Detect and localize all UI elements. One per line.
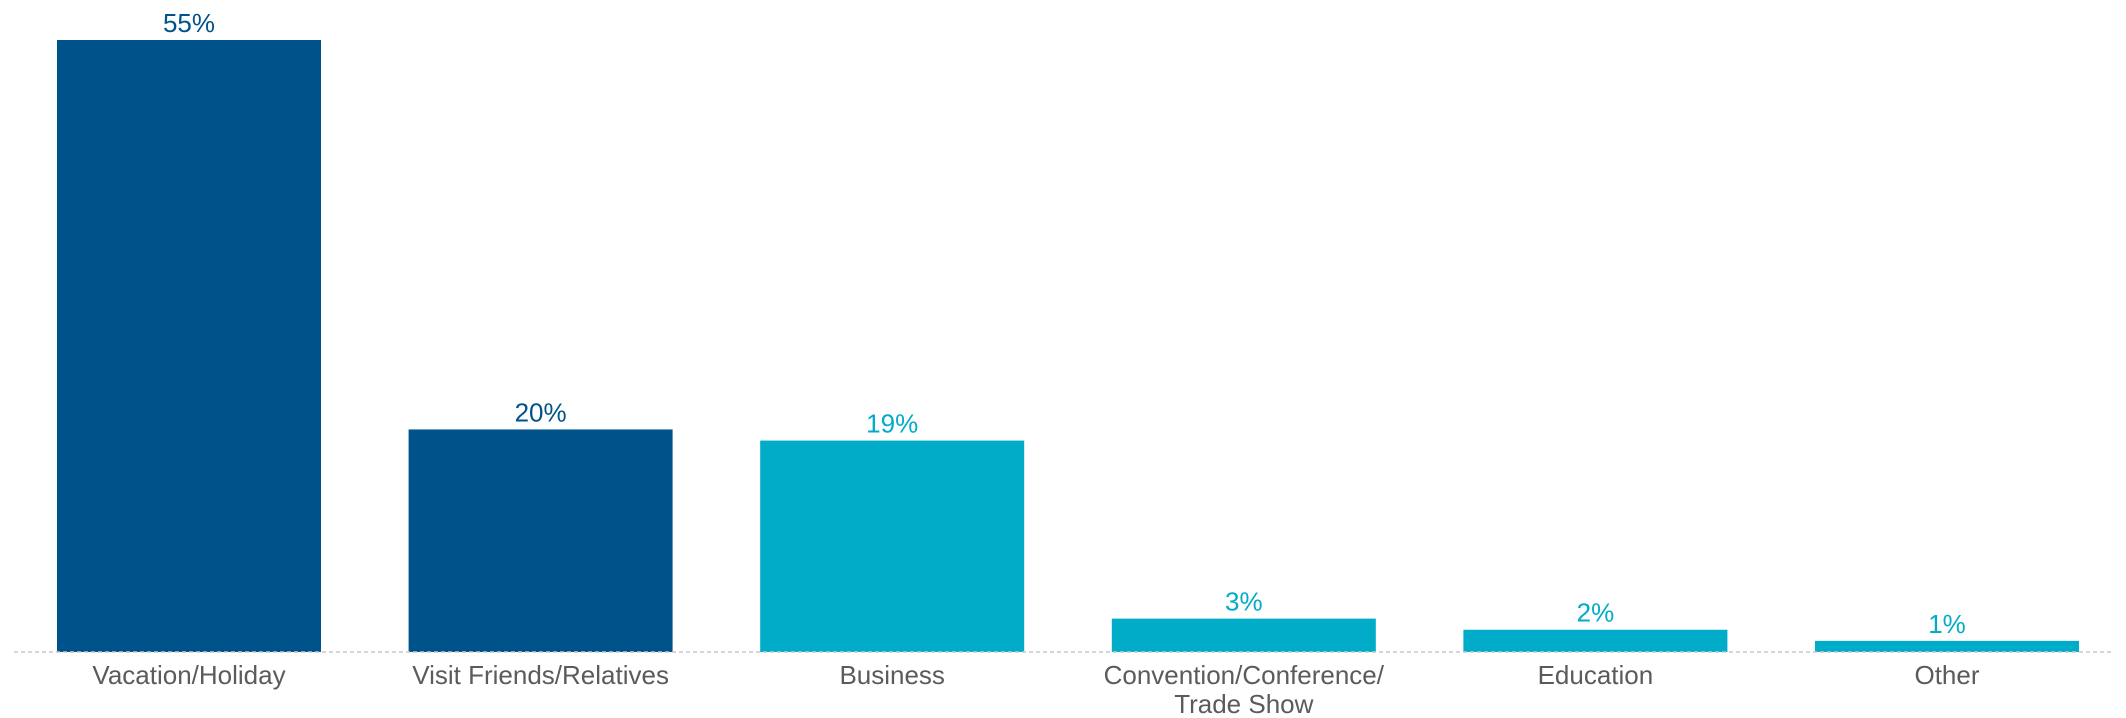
category-label-5: Other: [1914, 660, 1979, 690]
value-label-3: 3%: [1225, 587, 1263, 617]
value-label-5: 1%: [1928, 609, 1966, 639]
category-label-2: Business: [839, 660, 945, 690]
value-label-1: 20%: [515, 397, 567, 427]
value-label-2: 19%: [866, 409, 918, 439]
bars-group: [57, 40, 2079, 652]
bar-5: [1815, 640, 2079, 652]
bar-4: [1463, 629, 1728, 652]
bar-0: [57, 40, 321, 652]
value-labels-group: 55% 20% 19% 3% 2% 1%: [163, 8, 1966, 639]
bar-1: [408, 429, 673, 652]
value-label-4: 2%: [1577, 598, 1615, 628]
category-label-1: Visit Friends/Relatives: [412, 660, 669, 690]
category-label-3-line-1: Trade Show: [1174, 689, 1313, 718]
bar-3: [1111, 618, 1376, 652]
category-label-4: Education: [1538, 660, 1654, 690]
category-label-0: Vacation/Holiday: [92, 660, 285, 690]
category-label-3-line-0: Convention/Conference/: [1104, 660, 1385, 690]
value-label-0: 55%: [163, 8, 215, 38]
category-labels-group: Vacation/Holiday Visit Friends/Relatives B…: [92, 660, 1979, 718]
bar-2: [760, 440, 1025, 652]
